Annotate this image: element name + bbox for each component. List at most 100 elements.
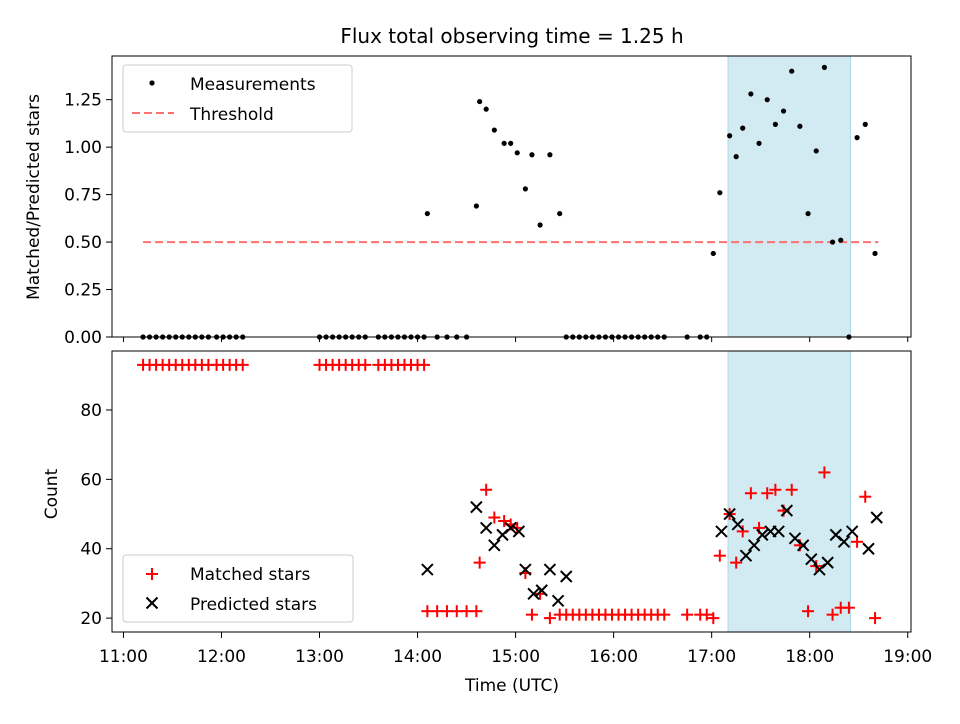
measurement-point [160, 334, 166, 340]
measurement-point [547, 152, 553, 158]
matched-star-point [826, 608, 839, 621]
measurement-point [454, 334, 460, 340]
measurement-point [408, 334, 414, 340]
measurement-point [227, 334, 233, 340]
top-panel: 0.00 0.25 0.50 0.75 1.00 1.25 Matched/Predict… [24, 55, 912, 348]
predicted-star-point [821, 556, 834, 569]
predicted-star-point [421, 563, 434, 576]
x-axis-label: Time (UTC) [464, 676, 559, 696]
measurements-layer [140, 64, 878, 340]
measurement-point [213, 334, 220, 340]
measurement-point [748, 91, 754, 97]
cross-b [715, 525, 728, 538]
x-tick-label: 13:00 [295, 647, 344, 667]
measurement-point [336, 334, 342, 340]
measurement-point [589, 334, 595, 340]
legend-threshold-label: Threshold [189, 105, 274, 125]
matched-star-point [769, 483, 782, 496]
measurement-point [501, 140, 507, 146]
measurement-point [401, 334, 408, 340]
measurement-point [356, 334, 362, 340]
measurement-point [537, 222, 543, 228]
matched-star-point [480, 483, 493, 496]
cross-b [479, 521, 493, 535]
measurement-point [529, 152, 535, 158]
measurement-point [854, 135, 860, 141]
measurement-point [733, 154, 739, 160]
cross-b [535, 584, 548, 597]
predicted-star-point [731, 518, 745, 531]
matched-star-point [869, 612, 882, 625]
matched-star-point [713, 549, 726, 562]
predicted-star-point [527, 587, 540, 601]
cross-b [739, 549, 753, 562]
measurement-point [233, 334, 239, 340]
x-tick-label: 19:00 [883, 647, 932, 667]
predicted-star-point [837, 535, 851, 549]
bottom-y-tick-label: 80 [80, 401, 102, 421]
predicted-star-point [715, 525, 728, 538]
predicted-star-point [551, 594, 565, 607]
bottom-axes: 20 40 60 80 11:00 12:00 13:00 14:00 15:00 16:00 17… [80, 401, 932, 667]
cross-b [560, 570, 573, 583]
measurement-point [846, 334, 852, 340]
measurement-point [173, 334, 179, 340]
cross-b [870, 511, 883, 524]
legend-measurements-label: Measurements [190, 75, 316, 95]
matched-star-point [525, 608, 538, 621]
legend-cross [145, 596, 159, 610]
measurement-point [615, 334, 622, 340]
top-y-tick-label: 0.50 [64, 233, 102, 253]
cross-b [723, 507, 736, 521]
measurement-point [684, 334, 690, 340]
x-tick-label: 17:00 [687, 647, 736, 667]
measurement-point [704, 334, 710, 340]
x-tick-label: 11:00 [99, 647, 148, 667]
measurement-point [153, 334, 159, 340]
cross-b [780, 504, 794, 517]
predicted-star-point [723, 507, 736, 521]
measurement-point [388, 334, 395, 340]
top-legend: Measurements Threshold [122, 64, 353, 133]
predicted-star-point [747, 539, 761, 552]
cross-b [551, 594, 565, 607]
measurement-point [805, 210, 811, 217]
measurement-point [710, 250, 716, 257]
matched-stars-layer [137, 358, 882, 625]
measurement-point [514, 150, 520, 156]
measurement-point [192, 334, 198, 340]
cross-b [756, 528, 769, 542]
measurement-point [140, 334, 146, 340]
legend-predicted-marker [145, 596, 159, 610]
measurement-point [622, 334, 628, 340]
measurement-point [186, 334, 192, 340]
measurement-point [576, 334, 582, 340]
top-y-tick-label: 1.00 [64, 138, 102, 158]
measurement-point [477, 98, 483, 105]
cross-b [829, 528, 843, 542]
top-y-tick-label: 0.25 [64, 281, 102, 301]
measurement-point [821, 64, 828, 70]
top-axes: 0.00 0.25 0.50 0.75 1.00 1.25 [64, 91, 909, 348]
bottom-y-tick-label: 60 [80, 470, 102, 490]
cross-b [527, 587, 540, 601]
x-tick-label: 15:00 [491, 647, 540, 667]
predicted-star-point [780, 504, 794, 517]
matched-star-point [700, 608, 713, 621]
measurement-point [602, 334, 609, 340]
bottom-y-axis-label: Count [42, 468, 62, 519]
top-y-tick-label: 1.25 [64, 91, 102, 111]
measurement-point [635, 334, 641, 340]
matched-star-point [851, 535, 864, 548]
measurement-point [434, 334, 440, 340]
cross-b [543, 563, 557, 576]
top-y-tick-label: 0.75 [64, 186, 102, 206]
legend-plus [146, 568, 158, 580]
measurement-point [740, 125, 746, 131]
measurement-point [557, 210, 563, 217]
cross-b [845, 525, 859, 538]
measurement-point [628, 334, 635, 340]
measurement-point [697, 334, 703, 340]
measurement-point [838, 237, 844, 243]
predicted-star-point [756, 528, 769, 542]
